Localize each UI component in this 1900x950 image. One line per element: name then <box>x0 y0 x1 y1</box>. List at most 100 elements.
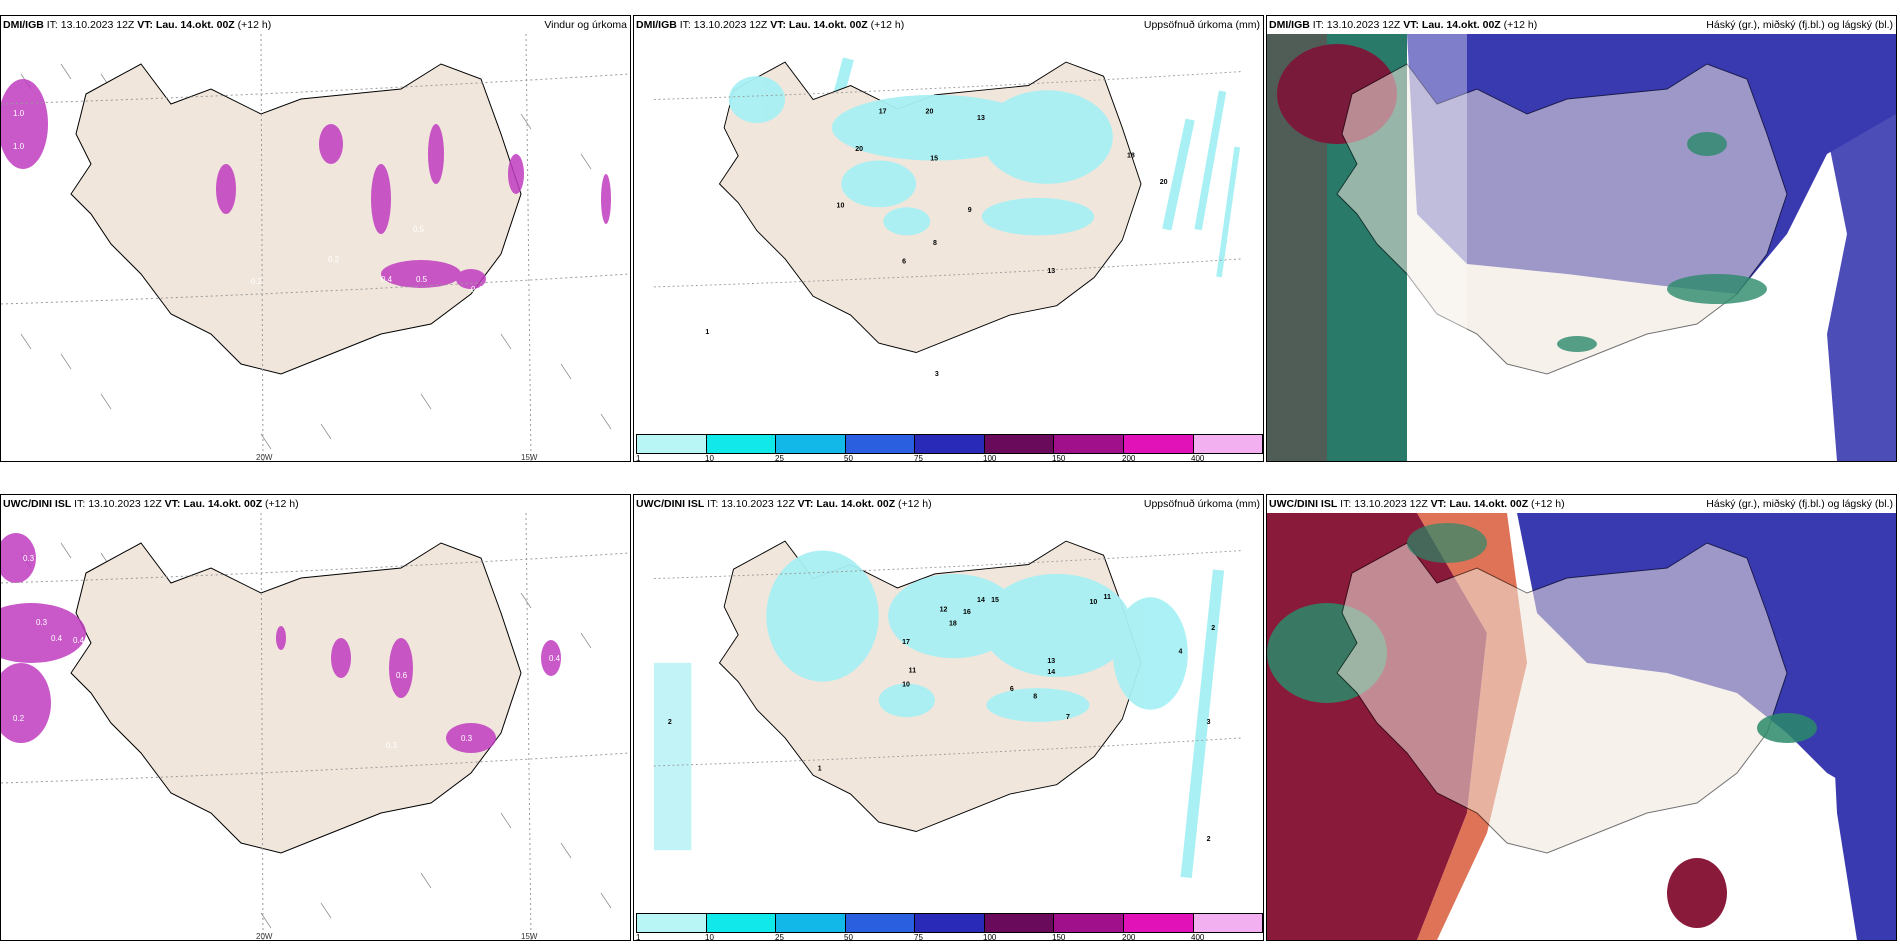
precip-areas <box>766 550 1188 722</box>
precip-colorbar <box>636 913 1263 933</box>
precip-colorbar <box>636 434 1263 454</box>
colorbar-seg <box>984 914 1055 932</box>
panel-header: UWC/DINI ISL IT: 13.10.2023 12Z VT: Lau.… <box>634 495 1263 513</box>
precip-label: 10 <box>837 202 845 209</box>
panel-header: DMI/IGB IT: 13.10.2023 12Z VT: Lau. 14.o… <box>1267 16 1896 34</box>
precip-label: 14 <box>977 597 985 604</box>
panel-title: Uppsöfnuð úrkoma (mm) <box>1143 498 1260 510</box>
colorbar-seg <box>915 435 985 453</box>
precip-label: 18 <box>949 620 957 627</box>
wind-rain-label: 0.4 <box>73 636 85 645</box>
wind-rain-label: 0.2 <box>328 255 340 264</box>
wind-rain-label: 1.0 <box>13 142 25 151</box>
precip-label: 20 <box>1160 179 1168 186</box>
precip-label: 8 <box>1033 693 1037 700</box>
panel-dmi-wind: DMI/IGB IT: 13.10.2023 12Z VT: Lau. 14.o… <box>0 15 631 462</box>
colorbar-tick: 400 <box>1191 933 1205 941</box>
iceland-land <box>70 542 522 854</box>
colorbar-seg <box>915 914 985 932</box>
colorbar-seg <box>637 435 707 453</box>
precip-areas <box>728 76 1113 236</box>
panel-title: Háský (gr.), miðský (fj.bl.) og lágský (… <box>1706 19 1893 31</box>
precip-label: 18 <box>1127 153 1135 160</box>
panel-title: Háský (gr.), miðský (fj.bl.) og lágský (… <box>1706 498 1893 510</box>
iceland-land <box>70 63 522 375</box>
map-precip: 17 20 13 15 20 9 10 6 8 13 3 1 18 20 <box>653 57 1244 378</box>
colorbar-seg <box>845 914 916 932</box>
colorbar-tick: 1 <box>636 454 641 462</box>
model-name: UWC/DINI ISL <box>1269 498 1338 510</box>
wind-rain-label: 0.3 <box>23 554 35 563</box>
wind-rain-label: 0.6 <box>396 671 408 680</box>
precip-label: 6 <box>1010 686 1014 693</box>
precip-label: 17 <box>902 639 910 646</box>
map-clouds <box>1267 34 1896 461</box>
wind-rain-blobs <box>1 533 561 753</box>
axis-lon-20w: 20W <box>256 932 273 941</box>
model-name: DMI/IGB <box>636 19 677 31</box>
precip-label: 13 <box>977 115 985 122</box>
wind-rain-label: 0.2 <box>13 714 25 723</box>
precip-label: 13 <box>1047 268 1055 275</box>
precip-label: 3 <box>935 371 939 378</box>
panel-dmi-clouds: DMI/IGB IT: 13.10.2023 12Z VT: Lau. 14.o… <box>1266 15 1897 462</box>
precip-label: 1 <box>818 766 822 773</box>
colorbar-seg <box>845 435 916 453</box>
precip-label: 16 <box>963 609 971 616</box>
colorbar-seg <box>1123 435 1194 453</box>
colorbar-tick: 75 <box>914 933 923 941</box>
colorbar-seg <box>706 435 777 453</box>
wind-rain-label: 0.5 <box>413 225 425 234</box>
precip-streaks <box>653 569 1225 879</box>
precip-label: 3 <box>1207 719 1211 726</box>
iceland-land <box>1336 542 1788 854</box>
panel-header: DMI/IGB IT: 13.10.2023 12Z VT: Lau. 14.o… <box>634 16 1263 34</box>
colorbar-tick: 400 <box>1191 454 1205 462</box>
precip-label: 10 <box>1089 599 1097 606</box>
axis-lon-20w: 20W <box>256 453 273 462</box>
colorbar-seg <box>1123 914 1194 932</box>
precip-label: 13 <box>1047 658 1055 665</box>
precip-label: 17 <box>879 109 887 116</box>
panel-uwc-wind: UWC/DINI ISL IT: 13.10.2023 12Z VT: Lau.… <box>0 494 631 941</box>
wind-rain-label: 0.4 <box>549 654 561 663</box>
wind-rain-label: 0.3 <box>36 618 48 627</box>
model-name: DMI/IGB <box>3 19 44 31</box>
wind-rain-label: 0.2 <box>13 816 25 825</box>
panel-uwc-precip: UWC/DINI ISL IT: 13.10.2023 12Z VT: Lau.… <box>633 494 1264 941</box>
map-wind-rain: 1.0 1.0 0.5 0.4 0.5 0.4 0.5 0.2 0.2 0.5 <box>1 34 630 461</box>
precip-label: 15 <box>991 597 999 604</box>
wind-rain-label: 0.5 <box>416 275 428 284</box>
colorbar-seg <box>984 435 1055 453</box>
colorbar-tick: 100 <box>983 454 997 462</box>
model-name: UWC/DINI ISL <box>3 498 72 510</box>
colorbar-tick: 25 <box>775 454 784 462</box>
precip-label: 7 <box>1066 714 1070 721</box>
wind-rain-blobs <box>1 79 611 289</box>
wind-rain-labels: 1.0 1.0 0.5 0.4 0.5 0.4 0.5 0.2 0.2 0.5 <box>13 109 563 294</box>
wind-rain-label: 0.3 <box>386 741 398 750</box>
wind-barbs <box>20 542 612 929</box>
wind-rain-label: 0.4 <box>381 275 393 284</box>
precip-label: 20 <box>926 109 934 116</box>
wind-rain-label: 0.2 <box>9 829 21 838</box>
precip-label: 8 <box>933 240 937 247</box>
colorbar-seg <box>776 914 846 932</box>
panel-uwc-clouds: UWC/DINI ISL IT: 13.10.2023 12Z VT: Lau.… <box>1266 494 1897 941</box>
axis-lon-15w: 15W <box>521 932 538 941</box>
precip-label: 11 <box>1104 594 1112 601</box>
colorbar-tick: 200 <box>1122 454 1136 462</box>
model-name: UWC/DINI ISL <box>636 498 705 510</box>
panel-header: UWC/DINI ISL IT: 13.10.2023 12Z VT: Lau.… <box>1267 495 1896 513</box>
precip-label: 12 <box>940 606 948 613</box>
precip-label: 15 <box>930 155 938 162</box>
wind-rain-label: 0.4 <box>51 634 63 643</box>
precip-label: 14 <box>1047 669 1055 676</box>
wind-rain-label: 0.5 <box>551 187 563 196</box>
colorbar-seg <box>776 435 846 453</box>
precip-label: 2 <box>1211 625 1215 632</box>
wind-rain-label: 1.0 <box>13 109 25 118</box>
colorbar-tick: 50 <box>844 454 853 462</box>
panel-title: Vindur og úrkoma <box>544 19 627 31</box>
wind-rain-label: 0.5 <box>46 185 58 194</box>
